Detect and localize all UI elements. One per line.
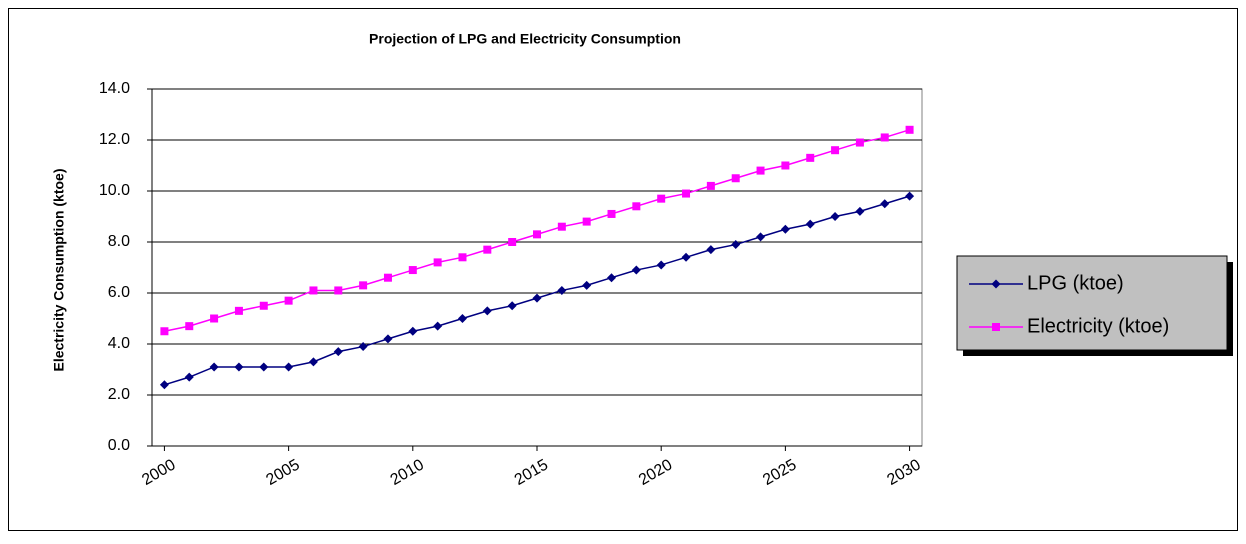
y-tick-label: 10.0	[99, 182, 130, 199]
data-point	[234, 306, 243, 315]
data-point	[756, 166, 765, 175]
legend-label: LPG (ktoe)	[1027, 272, 1124, 294]
data-point	[184, 372, 194, 382]
data-point	[607, 273, 617, 283]
data-point	[160, 327, 169, 336]
data-point	[209, 362, 219, 372]
plot-area	[151, 88, 923, 447]
data-point	[383, 334, 393, 344]
data-point	[433, 258, 442, 267]
data-point	[830, 212, 840, 221]
data-point	[756, 232, 766, 242]
data-point	[831, 146, 840, 155]
y-tick-label: 4.0	[108, 335, 130, 352]
data-point	[706, 181, 715, 190]
data-point	[383, 273, 392, 282]
data-point	[657, 194, 666, 203]
data-point	[805, 219, 815, 229]
data-point	[780, 224, 790, 234]
data-point	[533, 230, 541, 239]
data-point	[855, 138, 864, 147]
data-point	[631, 265, 641, 275]
data-point	[210, 314, 219, 323]
data-point	[806, 153, 815, 162]
data-point	[408, 266, 417, 275]
data-point	[333, 347, 343, 357]
data-point	[508, 238, 517, 246]
data-point	[284, 296, 293, 305]
data-point	[483, 245, 492, 254]
y-tick-label: 0.0	[108, 437, 130, 454]
data-point	[458, 253, 467, 262]
data-point	[557, 222, 566, 231]
data-point	[632, 202, 641, 211]
data-point	[359, 281, 368, 290]
data-point	[334, 286, 343, 295]
data-point	[433, 321, 443, 331]
data-point	[607, 209, 616, 218]
data-point	[681, 252, 691, 262]
data-point	[582, 217, 591, 226]
data-point	[408, 326, 418, 336]
data-point	[855, 206, 865, 216]
data-point	[731, 174, 740, 183]
data-point	[308, 357, 318, 367]
data-point	[259, 362, 269, 372]
data-point	[731, 240, 741, 250]
data-point	[482, 306, 492, 316]
chart-title: Projection of LPG and Electricity Consum…	[369, 31, 681, 47]
data-point	[880, 199, 890, 209]
data-point	[185, 322, 194, 331]
data-point	[880, 133, 889, 142]
y-tick-label: 12.0	[99, 131, 130, 148]
data-point	[682, 189, 691, 198]
data-point	[532, 293, 542, 303]
data-point	[309, 286, 318, 295]
legend-marker	[992, 323, 1000, 331]
data-point	[259, 301, 268, 310]
legend-marker	[991, 279, 1001, 289]
y-axis-label: Electricity Consumption (ktoe)	[51, 168, 67, 371]
data-point	[905, 191, 915, 201]
data-point	[234, 362, 244, 372]
data-point	[905, 125, 914, 134]
y-tick-label: 2.0	[108, 386, 130, 403]
y-tick-label: 14.0	[99, 80, 130, 97]
data-point	[507, 301, 517, 311]
legend-label: Electricity (ktoe)	[1027, 315, 1169, 337]
data-point	[457, 314, 467, 323]
data-point	[284, 362, 294, 372]
y-tick-label: 8.0	[108, 233, 130, 250]
data-point	[656, 260, 666, 270]
data-point	[159, 380, 169, 390]
y-tick-label: 6.0	[108, 284, 130, 301]
data-point	[557, 285, 567, 295]
data-point	[781, 161, 790, 170]
data-point	[358, 342, 368, 352]
data-point	[706, 245, 716, 255]
data-point	[582, 280, 592, 290]
legend	[956, 255, 1228, 351]
